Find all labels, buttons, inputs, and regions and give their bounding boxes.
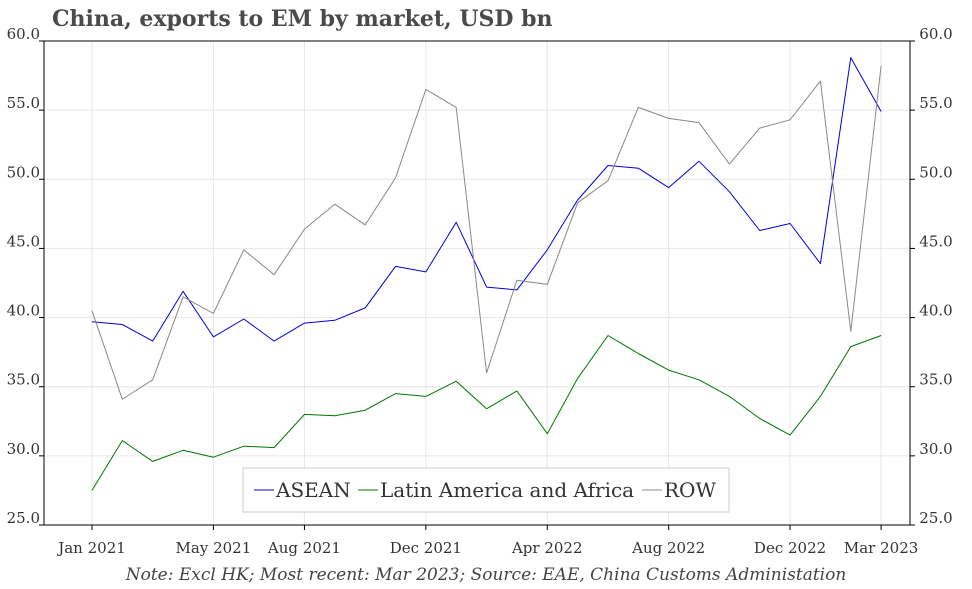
- x-tick-label: Apr 2022: [511, 539, 583, 557]
- y-tick-label-left: 45.0: [7, 232, 40, 250]
- legend: ASEAN Latin America and Africa ROW: [242, 467, 730, 513]
- x-tick-label: May 2021: [176, 539, 252, 557]
- y-tick-label-right: 50.0: [919, 163, 952, 181]
- y-tick-label-right: 25.0: [919, 509, 952, 527]
- x-tick-label: Jan 2021: [56, 539, 126, 557]
- x-tick-label: Aug 2021: [267, 539, 341, 557]
- y-tick-label-left: 40.0: [7, 302, 40, 320]
- y-tick-label-right: 45.0: [919, 232, 952, 250]
- series-line-latin-america-and-africa: [91, 335, 882, 491]
- y-tick-label-right: 55.0: [919, 94, 952, 112]
- chart-title: China, exports to EM by market, USD bn: [52, 6, 553, 32]
- y-tick-label-right: 35.0: [919, 371, 952, 389]
- y-tick-label-left: 35.0: [7, 371, 40, 389]
- y-tick-label-left: 25.0: [7, 509, 40, 527]
- x-axis: Jan 2021 May 2021 Aug 2021 Dec 2021 Apr 2022…: [56, 525, 918, 557]
- y-axis-right: 25.0 30.0 35.0 40.0 45.0 50.0 55.0 60.0: [910, 25, 953, 527]
- gridlines: [44, 40, 910, 526]
- legend-label: ROW: [664, 478, 716, 502]
- y-tick-label-right: 40.0: [919, 302, 952, 320]
- plot-frame: [43, 40, 911, 526]
- y-tick-label-left: 30.0: [7, 440, 40, 458]
- series-line-row: [91, 65, 882, 400]
- y-axis-left: 25.0 30.0 35.0 40.0 45.0 50.0 55.0 60.0: [7, 25, 44, 527]
- y-tick-label-left: 60.0: [7, 25, 40, 43]
- y-tick-label-right: 60.0: [919, 25, 952, 43]
- series-line-asean: [91, 57, 882, 342]
- x-tick-label: Dec 2021: [390, 539, 462, 557]
- legend-label: ASEAN: [275, 478, 351, 502]
- y-tick-label-right: 30.0: [919, 440, 952, 458]
- chart-note: Note: Excl HK; Most recent: Mar 2023; So…: [125, 565, 847, 585]
- y-tick-label-left: 55.0: [7, 94, 40, 112]
- series-lines: [91, 57, 882, 491]
- x-tick-label: Dec 2022: [754, 539, 826, 557]
- x-tick-label: Mar 2023: [844, 539, 918, 557]
- y-tick-label-left: 50.0: [7, 163, 40, 181]
- x-tick-label: Aug 2022: [631, 539, 705, 557]
- legend-label: Latin America and Africa: [380, 478, 634, 502]
